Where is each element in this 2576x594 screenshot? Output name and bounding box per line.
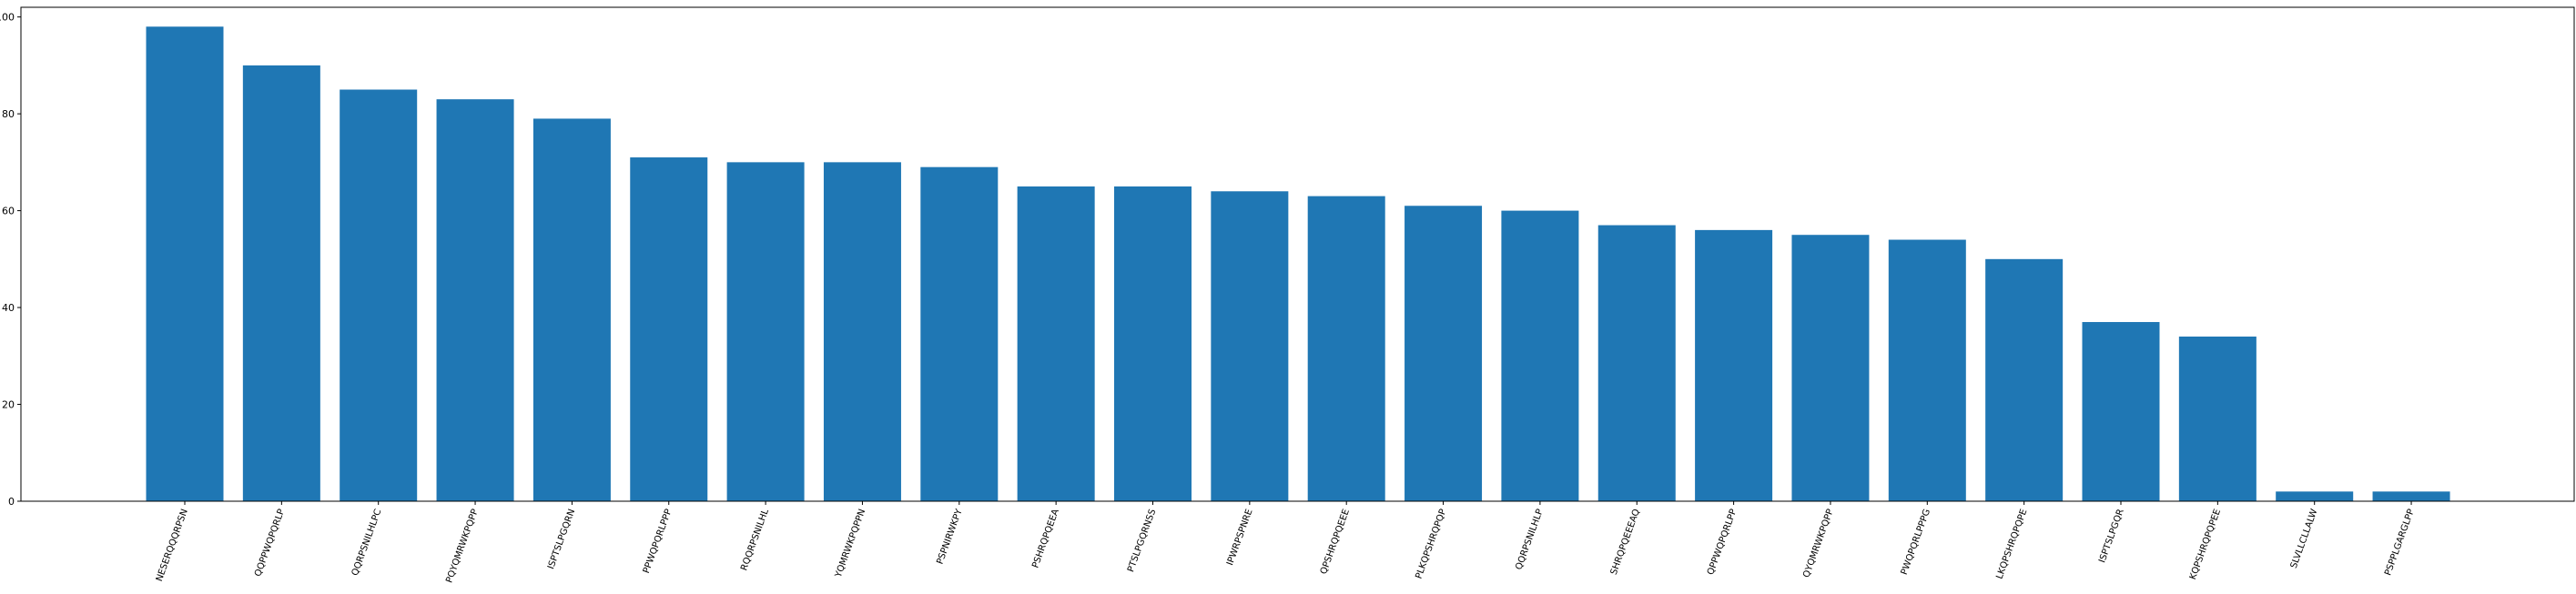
x-tick-label: RQQRPSNILHL (739, 508, 771, 572)
x-tick-label: PTSLPGQRNSS (1126, 508, 1158, 573)
bar (146, 26, 224, 502)
x-tick-label: SLVLLCLLALW (2289, 508, 2320, 569)
y-tick-label: 60 (2, 206, 15, 217)
bar (630, 157, 708, 501)
bar (726, 162, 805, 501)
bar (1307, 196, 1385, 501)
bar (436, 99, 514, 502)
x-tick-label: ISPTSLPGQRN (546, 508, 577, 570)
bar (1888, 239, 1966, 501)
bar (2178, 337, 2257, 501)
x-tick-label: PSHRQPQEEA (1030, 508, 1061, 569)
x-tick-label: PSPNIRWKPY (935, 507, 964, 566)
bar (1791, 235, 1870, 501)
x-tick-label: QYQMRWKPQPP (1801, 508, 1836, 579)
y-tick-label: 40 (2, 302, 15, 314)
bar (1985, 258, 2064, 501)
bar (2276, 491, 2354, 501)
x-tick-label: PQYQMRWKPQPP (444, 508, 481, 584)
y-tick-label: 100 (0, 12, 15, 24)
x-tick-label: KQPSHRQPQPEE (2188, 508, 2223, 581)
x-tick-label: IPWRPSPNRE (1225, 508, 1255, 567)
y-tick-label: 0 (8, 496, 15, 508)
bar (1597, 225, 1676, 501)
bar (1695, 229, 1773, 501)
x-tick-label: ISPTSLPGQR (2097, 508, 2126, 564)
x-tick-label: PLKQPSHRQPQP (1414, 508, 1448, 580)
x-tick-label: LKQPSHRQPQPE (1994, 508, 2029, 580)
bar (242, 65, 320, 501)
y-tick-label: 20 (2, 399, 15, 411)
axes-frame (20, 6, 2575, 502)
bar (340, 89, 418, 501)
x-tick-label: PWQPQRLPPPG (1900, 508, 1932, 576)
bar (1211, 191, 1289, 502)
x-tick-label: QPSHRQPQEEE (1319, 508, 1352, 576)
bar (1114, 186, 1192, 501)
x-tick-label: SHRQPQEEEAQ (1609, 508, 1642, 576)
bar (532, 118, 611, 501)
x-tick-label: QQPPWQPQRLP (253, 508, 287, 578)
bar (1501, 210, 1579, 501)
x-tick-label: NESERQQQRPSN (155, 508, 190, 583)
x-tick-label: PPWQPQRLPPP (642, 508, 674, 575)
x-tick-label: QQRPSNILHLPC (350, 508, 384, 577)
bar (1017, 186, 1095, 501)
bar (823, 162, 901, 501)
x-tick-label: QPPWQPQRLPP (1706, 508, 1739, 576)
y-tick-label: 80 (2, 108, 15, 120)
bar (920, 166, 999, 501)
x-tick-label: QQRPSNILHLP (1514, 508, 1545, 571)
bar (1405, 206, 1483, 501)
bar (2082, 322, 2160, 501)
plot-area: 0 20 40 60 80 100 NESERQQQRPSN QQPPWQPQRLP QQRPS… (0, 6, 2575, 584)
bar (2372, 491, 2450, 501)
x-tick-label: PSPPLGARGLPP (2383, 508, 2417, 577)
x-tick-label: YQMRWKPQPPN (834, 508, 868, 579)
